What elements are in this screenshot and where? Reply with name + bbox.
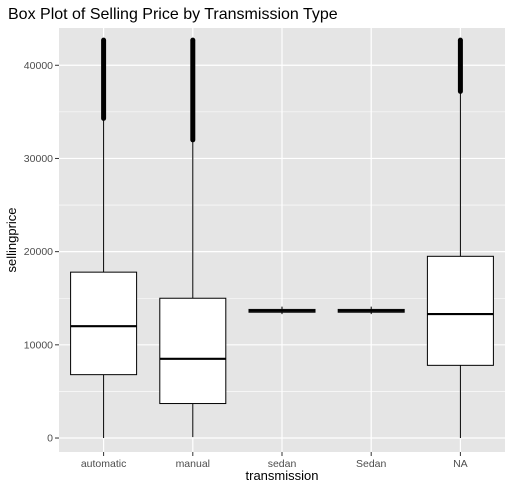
x-tick-label: sedan — [268, 458, 297, 470]
box-automatic-group — [70, 37, 138, 439]
iqr-box — [159, 297, 227, 405]
y-axis-title: sellingprice — [4, 207, 19, 272]
box-sedan-group — [337, 306, 405, 315]
x-tick-label: manual — [176, 458, 210, 470]
chart-title: Box Plot of Selling Price by Transmissio… — [8, 6, 338, 23]
x-tick-label: automatic — [81, 458, 127, 470]
y-tick-label: 40000 — [24, 60, 53, 72]
y-tick-label: 10000 — [24, 339, 53, 351]
box-manual-group — [159, 37, 227, 438]
box-na-group — [426, 37, 494, 439]
axes: 0 10000 20000 30000 40000 automatic manual seda… — [24, 60, 468, 470]
iqr-box — [426, 255, 494, 366]
y-tick-label: 0 — [47, 433, 53, 445]
x-tick-label: NA — [453, 458, 468, 470]
y-tick-label: 20000 — [24, 246, 53, 258]
x-tick-label: Sedan — [356, 458, 387, 470]
boxes — [70, 37, 494, 439]
iqr-box — [70, 271, 138, 376]
y-tick-label: 30000 — [24, 153, 53, 165]
box-sedan-group — [248, 306, 316, 315]
x-axis-title: transmission — [246, 468, 319, 483]
